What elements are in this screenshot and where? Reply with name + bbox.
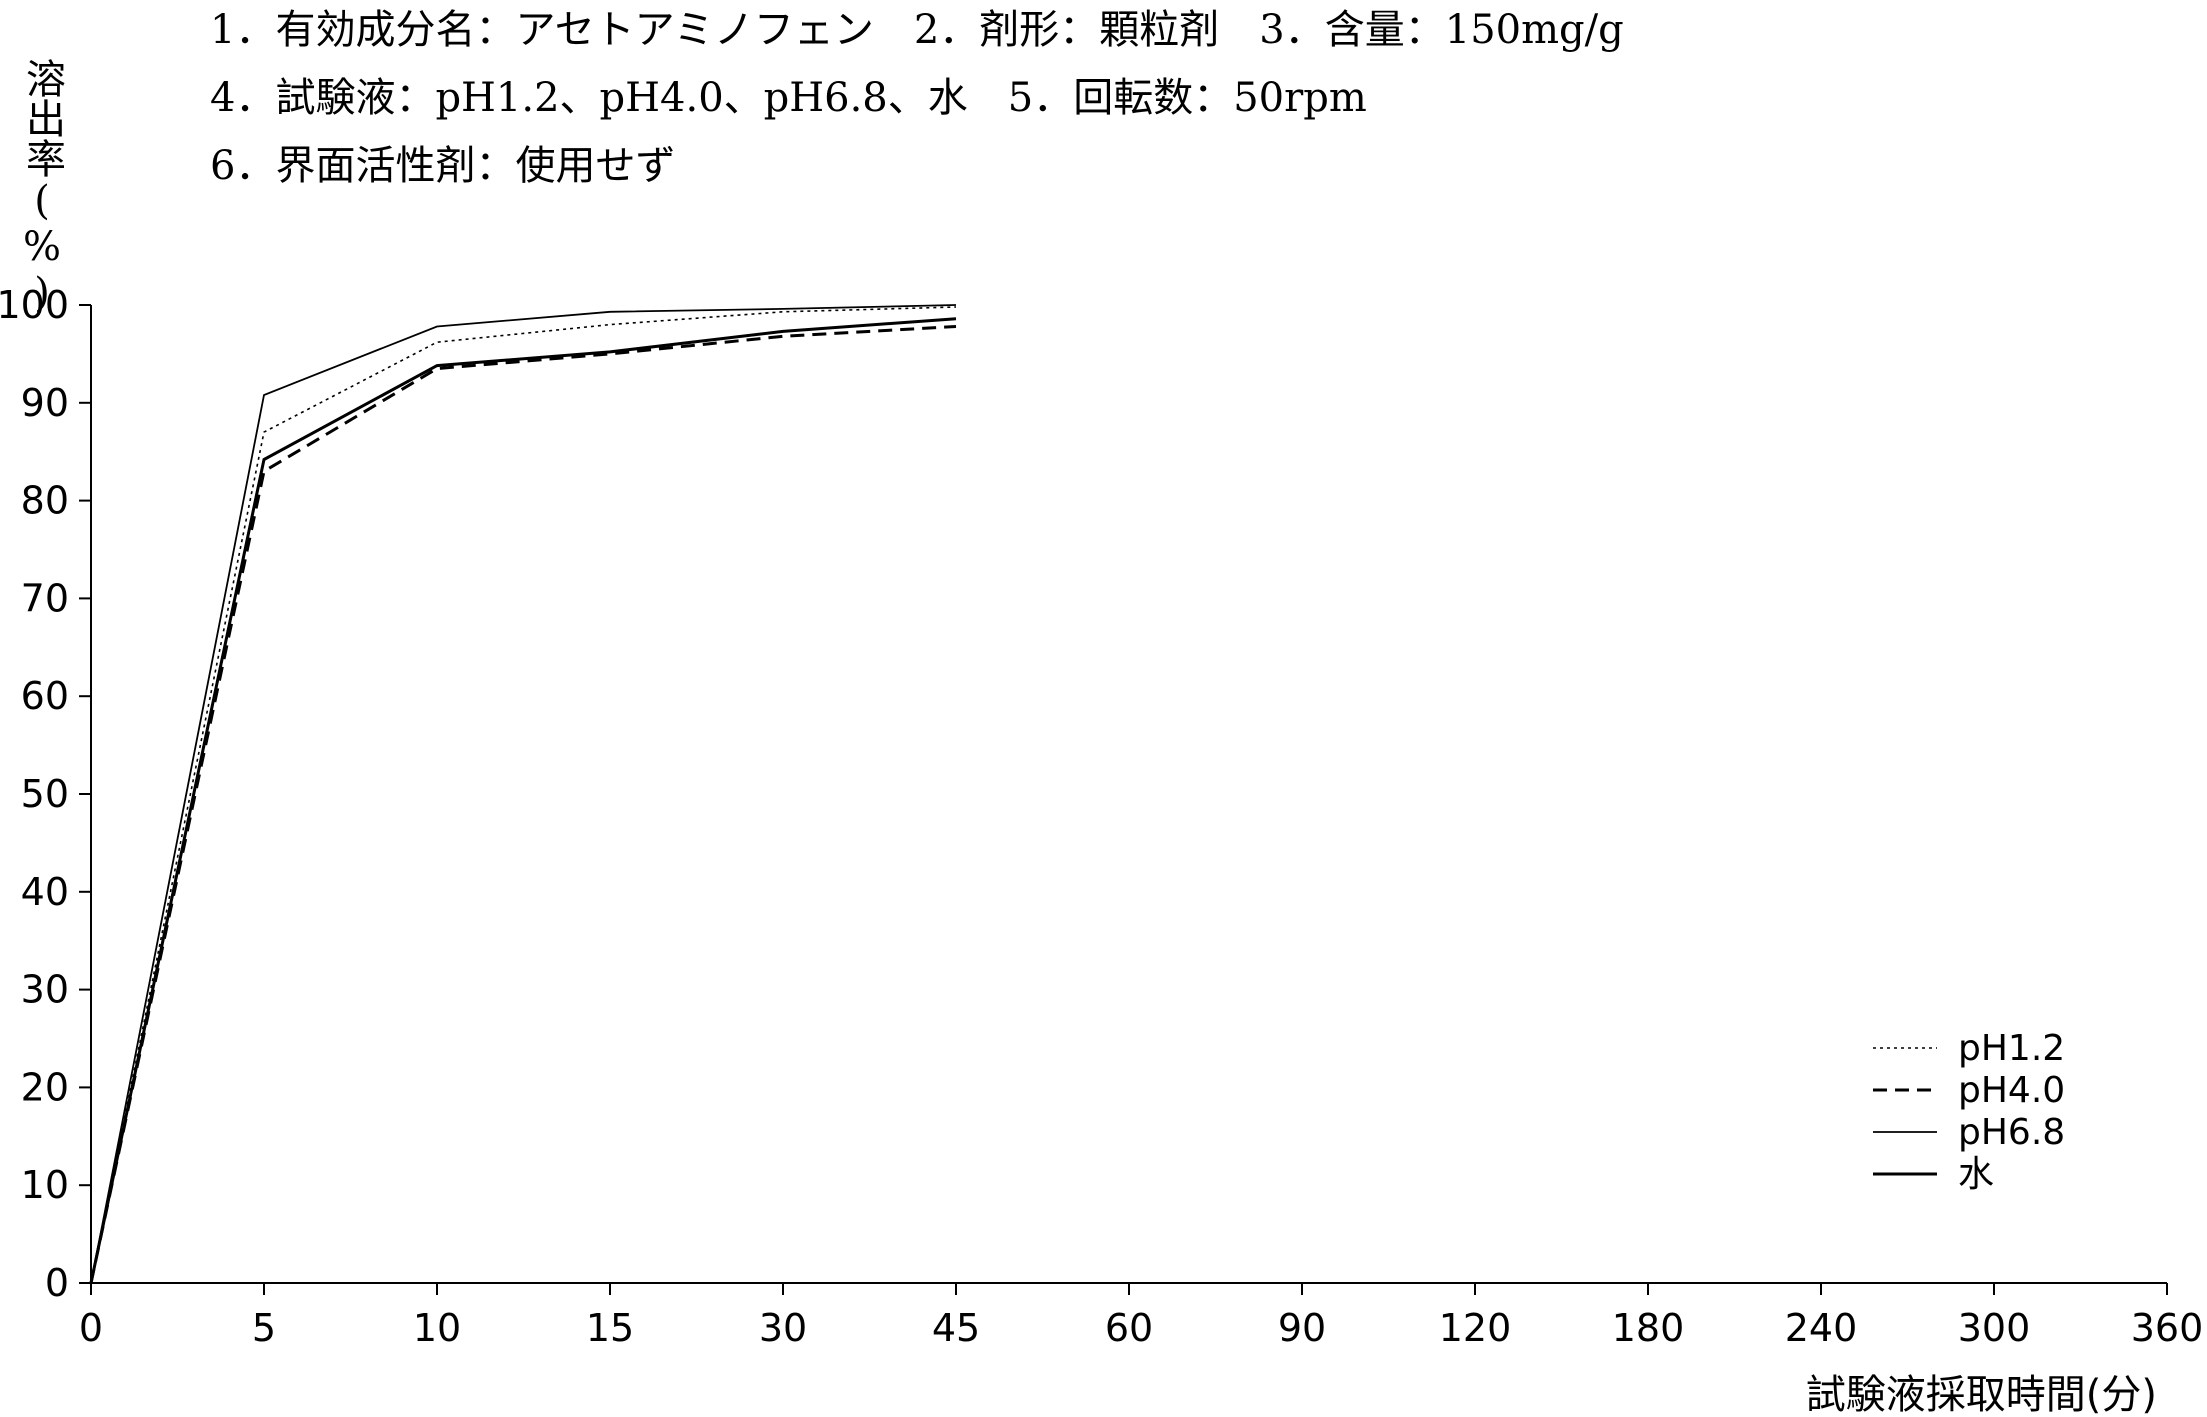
legend-label-4: 水 <box>1958 1154 1994 1195</box>
x-tick-label: 300 <box>1958 1306 2031 1350</box>
legend-label-1: pH1.2 <box>1958 1028 2065 1069</box>
series-line-2 <box>89 325 957 1284</box>
x-tick-label: 180 <box>1612 1306 1685 1350</box>
x-tick-label: 60 <box>1105 1306 1153 1350</box>
x-tick-label: 15 <box>586 1306 634 1350</box>
series-line-3 <box>90 304 957 1284</box>
condition-line-1: 1．有効成分名：アセトアミノフェン 2．剤形：顆粒剤 3．含量：150mg/g <box>210 7 1624 53</box>
legend-label-2: pH4.0 <box>1958 1070 2065 1111</box>
condition-line-3: 6．界面活性剤：使用せず <box>210 143 676 189</box>
x-tick-label: 360 <box>2131 1306 2204 1350</box>
x-tick-label: 120 <box>1439 1306 1512 1350</box>
x-tick-label: 45 <box>932 1306 980 1350</box>
x-tick-label: 90 <box>1278 1306 1326 1350</box>
y-tick-label: 70 <box>21 576 69 620</box>
x-tick-label: 0 <box>79 1306 103 1350</box>
series-line-4 <box>89 317 957 1284</box>
y-axis-label: 溶出率(%) <box>19 58 65 316</box>
y-tick-label: 40 <box>21 870 69 914</box>
condition-line-2: 4．試験液：pH1.2、pH4.0、pH6.8、水 5．回転数：50rpm <box>210 75 1367 121</box>
x-tick-label: 240 <box>1785 1306 1858 1350</box>
series-line-1 <box>90 306 957 1284</box>
x-axis-label: 試験液採取時間(分) <box>1806 1372 2157 1417</box>
y-tick-label: 20 <box>21 1065 69 1109</box>
legend-label-3: pH6.8 <box>1958 1112 2065 1153</box>
x-tick-label: 30 <box>759 1306 807 1350</box>
y-tick-label: 100 <box>0 283 69 327</box>
y-tick-label: 90 <box>21 381 69 425</box>
y-tick-label: 10 <box>21 1163 69 1207</box>
y-tick-label: 0 <box>45 1261 69 1305</box>
y-tick-label: 30 <box>21 968 69 1012</box>
x-tick-label: 10 <box>413 1306 461 1350</box>
y-tick-label: 50 <box>21 772 69 816</box>
y-tick-label: 60 <box>21 674 69 718</box>
y-tick-label: 80 <box>21 479 69 523</box>
x-tick-label: 5 <box>252 1306 276 1350</box>
